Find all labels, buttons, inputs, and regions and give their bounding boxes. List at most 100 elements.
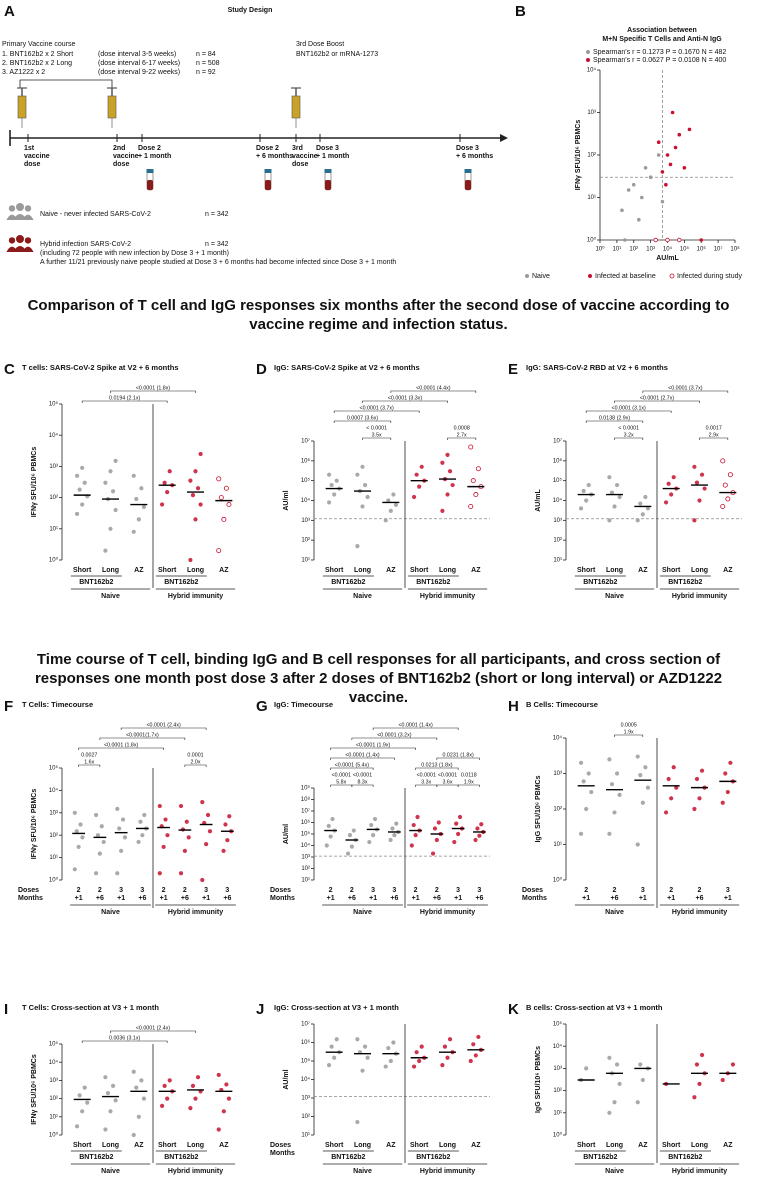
data-point xyxy=(391,492,396,497)
data-point xyxy=(434,837,439,843)
x-doses: 3 xyxy=(119,887,123,894)
stat-text: Spearman's r = 0.0627 P = 0.0108 N = 400 xyxy=(593,57,726,64)
timepoint-label: dose xyxy=(24,161,40,168)
data-point xyxy=(193,1096,198,1101)
data-point xyxy=(93,812,99,818)
regimen-n: n = 92 xyxy=(196,69,216,76)
y-tick-label: 10³ xyxy=(587,110,596,116)
data-point xyxy=(330,816,335,822)
data-point xyxy=(643,165,648,170)
data-point xyxy=(198,502,203,507)
comparison-label: <0.0001 (1.4x) xyxy=(345,752,380,758)
data-point xyxy=(607,757,612,762)
data-point xyxy=(95,833,101,838)
y-tick-label: 10² xyxy=(49,1096,58,1102)
legend-label: Infected at baseline xyxy=(595,273,656,280)
x-doses: 2 xyxy=(350,887,354,894)
data-point xyxy=(141,504,147,510)
data-point xyxy=(694,480,700,485)
comparison-label: <0.0001 (1.4x) xyxy=(398,722,433,728)
stat-text: Spearman's r = 0.1273 P = 0.1670 N = 482 xyxy=(593,49,726,56)
blood-tube-fill xyxy=(465,180,471,190)
data-point xyxy=(227,814,232,819)
cohort-name: Hybrid infection SARS-CoV-2 xyxy=(40,241,131,248)
comparison-label: 0.0001 xyxy=(187,752,203,758)
data-point xyxy=(473,1053,478,1058)
data-point xyxy=(365,1055,370,1060)
data-point xyxy=(140,833,145,838)
y-tick-label: 10³ xyxy=(301,855,310,861)
data-point xyxy=(671,475,676,480)
y-tick-label: 10⁵ xyxy=(553,477,563,484)
x-tick-label: Long xyxy=(439,1142,456,1149)
arm-label: Naive xyxy=(101,593,120,600)
data-point xyxy=(115,871,120,876)
vaccine-label: BNT162b2 xyxy=(164,579,198,586)
y-tick-label: 10² xyxy=(301,1114,310,1120)
data-point xyxy=(324,843,329,848)
data-point xyxy=(186,835,191,840)
data-point xyxy=(445,452,450,457)
data-point xyxy=(193,469,198,474)
data-point xyxy=(432,826,438,831)
row-label: Doses xyxy=(522,887,543,894)
data-point xyxy=(635,754,640,759)
data-point xyxy=(452,839,457,845)
course-heading: Primary Vaccine course xyxy=(2,41,76,48)
comparison-bracket xyxy=(78,747,164,750)
data-point xyxy=(638,773,643,778)
data-point xyxy=(440,460,445,465)
data-point xyxy=(473,492,479,498)
legend-marker xyxy=(525,274,529,278)
data-point xyxy=(136,839,141,845)
vaccine-label: BNT162b2 xyxy=(668,1154,702,1161)
data-point xyxy=(697,498,702,503)
comparison-bracket xyxy=(184,764,207,767)
data-point xyxy=(136,517,141,522)
data-point xyxy=(216,476,222,482)
arm-label: Naive xyxy=(605,909,624,916)
y-tick-label: 10⁸ xyxy=(301,796,311,803)
data-point xyxy=(80,835,85,840)
data-point xyxy=(730,1062,736,1067)
data-point xyxy=(626,188,631,192)
x-tick-label: 10¹ xyxy=(613,247,622,253)
data-point xyxy=(702,486,707,491)
row-label: Months xyxy=(18,895,43,902)
arm-label: Naive xyxy=(605,1168,624,1175)
data-point xyxy=(193,517,198,522)
x-tick-label: AZ xyxy=(471,1142,481,1149)
comparison-label: <0.0001 xyxy=(438,772,457,778)
data-point xyxy=(393,502,399,507)
data-point xyxy=(349,844,354,849)
x-months: +6 xyxy=(390,895,398,902)
y-tick-label: 10¹ xyxy=(301,1133,310,1139)
panel-letter: G xyxy=(256,698,268,715)
data-point xyxy=(74,1124,80,1129)
data-point xyxy=(669,492,674,497)
data-point xyxy=(334,478,339,483)
data-point xyxy=(581,779,586,784)
data-point xyxy=(157,871,162,876)
comparison-note: 1.9x xyxy=(624,729,634,735)
data-point xyxy=(134,1085,139,1090)
arm-label: Hybrid immunity xyxy=(672,593,727,600)
arm-label: Hybrid immunity xyxy=(420,909,475,916)
data-point xyxy=(607,1110,612,1115)
data-point xyxy=(115,806,120,811)
x-tick-label: Short xyxy=(158,1142,177,1149)
data-point xyxy=(476,1034,481,1040)
data-point xyxy=(666,776,671,782)
data-point xyxy=(188,1106,193,1111)
data-point xyxy=(614,482,620,488)
comparison-label: <0.0001 (2.4x) xyxy=(136,1025,171,1031)
data-point xyxy=(78,822,83,827)
data-point xyxy=(612,810,617,815)
y-tick-label: 10² xyxy=(553,538,562,544)
data-point xyxy=(457,814,463,820)
regimen-n: n = 84 xyxy=(196,51,216,58)
person-head xyxy=(16,235,24,243)
cohort-note: A further 11/21 previously naive people … xyxy=(40,259,396,266)
x-tick-label: AZ xyxy=(134,567,144,574)
chart-title: IgG: Cross-section at V3 + 1 month xyxy=(274,1003,399,1012)
